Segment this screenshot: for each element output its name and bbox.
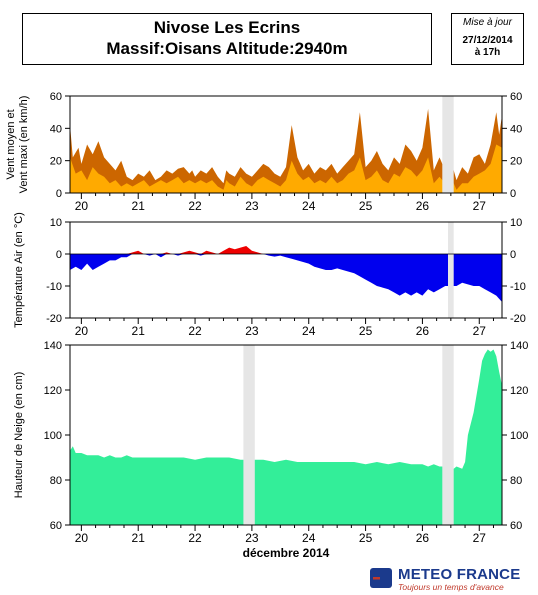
wind-frame [69, 95, 503, 194]
meteo-france-logo: METEO FRANCE Toujours un temps d'avance [370, 565, 535, 592]
y-tick-label: 40 [510, 123, 522, 135]
x-tick-label: 22 [188, 531, 202, 545]
y-tick-label: -10 [510, 281, 526, 293]
y-tick-label: 0 [56, 249, 62, 261]
x-tick-label: 24 [302, 531, 316, 545]
x-tick-label: 26 [416, 199, 430, 213]
y-tick-label: 40 [50, 123, 62, 135]
wind-data-gap-1 [442, 96, 454, 193]
x-tick-label: 23 [245, 199, 259, 213]
update-date: 27/12/2014 [462, 35, 513, 46]
x-tick-label: 21 [132, 324, 146, 338]
wind-series-1-area [70, 108, 502, 193]
y-tick-label: 60 [510, 91, 522, 103]
y-tick-label: 120 [44, 385, 62, 397]
month-label: décembre 2014 [243, 546, 330, 560]
temperature-negative-area [70, 254, 502, 302]
title-box: Nivose Les Ecrins Massif:Oisans Altitude… [22, 13, 432, 65]
y-tick-label: 0 [56, 188, 62, 200]
update-box: Mise à jour 27/12/2014 à 17h [451, 13, 524, 65]
y-axis-label: Hauteur de Neige (en cm) [13, 372, 25, 499]
temperature-data-gap-1 [448, 222, 454, 318]
y-tick-label: 60 [50, 520, 62, 532]
x-tick-label: 26 [416, 324, 430, 338]
panel-wind: 0 0 20 20 40 40 60 60 20 21 22 23 24 25 26 27 Vent moyen… [5, 91, 522, 213]
y-tick-label: 60 [50, 91, 62, 103]
x-tick-label: 27 [473, 324, 487, 338]
y-tick-label: 20 [510, 156, 522, 168]
y-tick-label: -10 [46, 281, 62, 293]
y-axis-label: Vent moyen et [5, 109, 17, 179]
y-tick-label: -20 [510, 313, 526, 325]
y-tick-label: 80 [50, 475, 62, 487]
y-tick-label: 140 [510, 340, 528, 352]
snow-data-gap-2 [442, 345, 454, 525]
panel-snow: 60 60 80 80 100 100 120 120 140 140 20 21 22 23 24 25 26… [13, 340, 528, 545]
logo-name: METEO FRANCE [398, 566, 521, 583]
y-tick-label: 60 [510, 520, 522, 532]
x-tick-label: 20 [75, 199, 89, 213]
y-tick-label: 120 [510, 385, 528, 397]
x-tick-label: 27 [473, 531, 487, 545]
snow-series-1-area [70, 349, 502, 525]
x-tick-label: 25 [359, 531, 373, 545]
update-time: à 17h [474, 47, 501, 58]
x-tick-label: 20 [75, 324, 89, 338]
y-tick-label: 0 [510, 188, 516, 200]
y-tick-label: 20 [50, 156, 62, 168]
y-tick-label: 10 [50, 217, 62, 229]
y-tick-label: 100 [510, 430, 528, 442]
x-tick-label: 25 [359, 324, 373, 338]
y-tick-label: 100 [44, 430, 62, 442]
station-subtitle: Massif:Oisans Altitude:2940m [106, 39, 348, 58]
station-title: Nivose Les Ecrins [153, 18, 301, 37]
meteo-france-logo-icon [370, 568, 392, 588]
x-tick-label: 24 [302, 324, 316, 338]
y-axis-label: Température Air (en °C) [13, 212, 25, 328]
temperature-positive-area [70, 246, 502, 254]
y-tick-label: 10 [510, 217, 522, 229]
y-tick-label: 0 [510, 249, 516, 261]
x-tick-label: 22 [188, 199, 202, 213]
x-tick-label: 24 [302, 199, 316, 213]
y-tick-label: -20 [46, 313, 62, 325]
x-tick-label: 27 [473, 199, 487, 213]
x-tick-label: 23 [245, 324, 259, 338]
temperature-frame [69, 221, 503, 319]
wind-series-2-area [70, 144, 502, 193]
x-tick-label: 22 [188, 324, 202, 338]
x-tick-label: 20 [75, 531, 89, 545]
x-tick-label: 21 [132, 199, 146, 213]
x-tick-label: 23 [245, 531, 259, 545]
logo-tagline: Toujours un temps d'avance [398, 582, 504, 592]
y-axis-label: Vent maxi (en km/h) [18, 96, 30, 194]
y-tick-label: 140 [44, 340, 62, 352]
panel-temperature: -20 -20 -10 -10 0 0 10 10 20 21 22 23 24 25 26 27 Tempér… [13, 212, 526, 338]
update-label: Mise à jour [463, 17, 512, 28]
y-tick-label: 80 [510, 475, 522, 487]
x-tick-label: 21 [132, 531, 146, 545]
x-tick-label: 26 [416, 531, 430, 545]
snow-data-gap-1 [243, 345, 255, 525]
x-tick-label: 25 [359, 199, 373, 213]
